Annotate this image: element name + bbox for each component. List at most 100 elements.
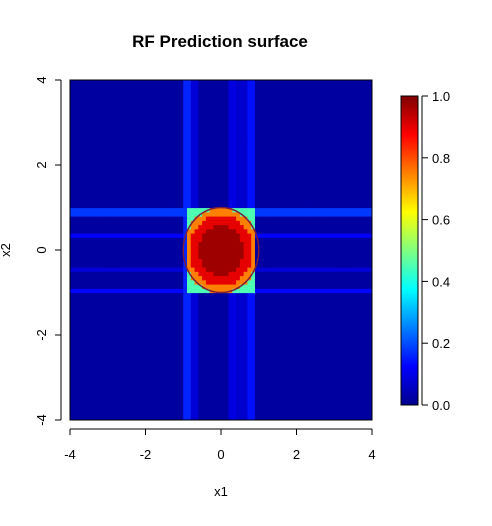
heat-cell (103, 165, 109, 170)
heat-cell (190, 292, 196, 298)
heat-cell (236, 160, 241, 166)
heat-cell (198, 271, 203, 277)
heat-cell (168, 165, 173, 170)
heat-cell (232, 105, 237, 111)
heat-cell (70, 313, 75, 319)
heat-cell (273, 190, 279, 196)
heat-cell (103, 194, 109, 200)
heat-cell (281, 84, 286, 90)
heat-cell (300, 139, 305, 145)
heat-cell (164, 267, 169, 272)
heat-cell (73, 165, 79, 170)
heat-cell (213, 143, 218, 149)
heat-cell (296, 194, 301, 200)
heat-cell (292, 279, 298, 285)
heat-cell (262, 143, 267, 149)
heat-cell (194, 228, 199, 234)
heat-cell (145, 169, 150, 175)
heat-cell (187, 169, 192, 175)
heat-cell (107, 182, 113, 187)
heat-cell (304, 352, 309, 357)
heat-cell (202, 203, 207, 209)
heat-cell (281, 352, 286, 357)
heat-cell (273, 407, 279, 413)
heat-cell (164, 118, 169, 124)
heat-cell (258, 322, 264, 328)
heat-cell (258, 156, 264, 162)
heat-cell (281, 143, 286, 149)
heat-cell (304, 305, 309, 311)
heat-cell (103, 318, 109, 323)
heat-cell (277, 305, 282, 311)
heat-cell (209, 84, 215, 90)
heat-cell (258, 415, 264, 420)
heat-cell (141, 84, 147, 90)
heat-cell (213, 330, 218, 336)
heat-cell (141, 347, 147, 353)
heat-cell (149, 190, 154, 196)
heat-cell (217, 267, 222, 272)
heat-cell (236, 292, 241, 298)
heat-cell (243, 267, 249, 272)
heat-cell (194, 318, 199, 323)
heat-cell (258, 211, 264, 217)
heat-cell (198, 360, 203, 366)
heat-cell (130, 80, 135, 85)
heat-cell (179, 330, 184, 336)
heat-cell (137, 279, 143, 285)
heat-cell (183, 139, 188, 145)
heat-cell (126, 203, 131, 209)
heat-cell (281, 139, 286, 145)
heat-cell (262, 148, 267, 153)
heat-cell (141, 411, 147, 417)
heat-cell (285, 381, 290, 387)
heat-cell (134, 152, 139, 158)
heat-cell (198, 105, 203, 111)
heat-cell (209, 262, 215, 268)
heat-cell (247, 373, 252, 379)
heat-cell (232, 165, 237, 170)
heat-cell (119, 360, 124, 366)
heat-cell (153, 254, 158, 260)
heat-cell (96, 254, 101, 260)
heat-cell (243, 109, 249, 115)
heat-cell (111, 254, 116, 260)
heat-cell (198, 318, 203, 323)
heat-cell (130, 220, 135, 226)
heat-cell (175, 373, 181, 379)
heat-cell (209, 411, 215, 417)
heat-cell (281, 381, 286, 387)
heat-cell (254, 241, 260, 247)
heat-cell (92, 135, 98, 141)
heat-cell (85, 415, 90, 420)
heat-cell (304, 381, 309, 387)
heat-cell (262, 377, 267, 383)
heat-cell (85, 139, 90, 145)
heat-cell (262, 92, 267, 98)
heat-cell (277, 92, 282, 98)
heat-cell (296, 390, 301, 396)
heat-cell (251, 394, 256, 400)
heat-cell (213, 190, 218, 196)
heat-cell (254, 216, 260, 221)
heat-cell (217, 194, 222, 200)
heat-cell (198, 135, 203, 141)
heat-cell (115, 356, 120, 362)
heat-cell (266, 411, 271, 417)
heat-cell (270, 313, 275, 319)
heat-cell (107, 356, 113, 362)
heat-cell (239, 309, 245, 315)
heat-cell (243, 271, 249, 277)
heat-cell (122, 237, 128, 243)
heat-cell (292, 216, 298, 221)
heat-cell (285, 173, 290, 179)
heat-cell (111, 97, 116, 102)
heat-cell (183, 148, 188, 153)
heat-cell (115, 335, 120, 340)
heat-cell (85, 194, 90, 200)
heat-cell (171, 160, 177, 166)
heat-cell (156, 267, 162, 272)
heat-cell (236, 182, 241, 187)
heat-cell (77, 190, 82, 196)
